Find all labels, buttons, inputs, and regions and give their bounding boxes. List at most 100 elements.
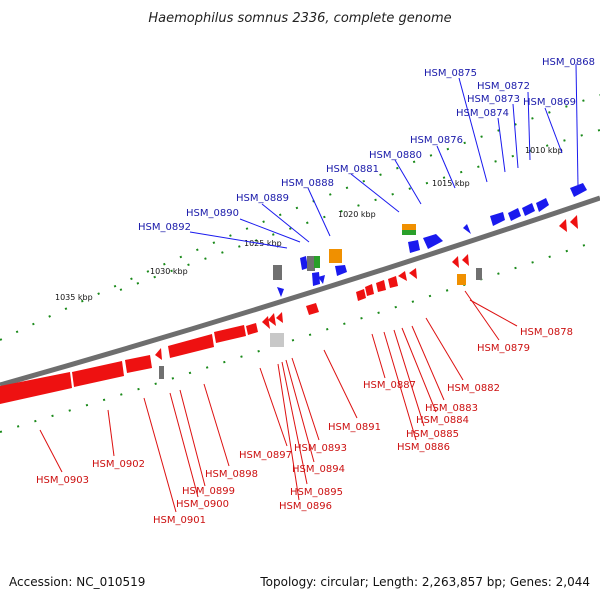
gene-label-hsm0874: HSM_0874 (456, 108, 509, 119)
gene-label-hsm0891: HSM_0891 (328, 422, 381, 433)
gene-arrow-hsm0873 (508, 208, 521, 221)
gene-arrow-far-1 (559, 219, 567, 232)
gene-label-hsm0896: HSM_0896 (279, 501, 332, 512)
gene-label-hsm0898: HSM_0898 (205, 469, 258, 480)
forward-strand-features (277, 183, 587, 297)
gene-arrow-hsm0889 (318, 275, 325, 284)
gene-arrow-hsm0886 (365, 284, 374, 296)
gene-arrow-hsm0890 (300, 256, 308, 270)
gene-arrow-hsm0875 (463, 224, 471, 234)
gene-arrow-hsm0899 (168, 334, 214, 358)
gene-label-hsm0876: HSM_0876 (410, 135, 463, 146)
gene-arrow-hsm0868 (570, 183, 587, 197)
scale-label-1015: 1015 kbp (432, 179, 470, 188)
gene-label-hsm0881: HSM_0881 (326, 164, 379, 175)
gene-arrow-hsm0884 (388, 276, 398, 288)
accession-text: Accession: NC_010519 (9, 575, 145, 589)
feature-box-gray-5 (270, 333, 284, 347)
gene-arrow-hsm0879 (452, 256, 459, 268)
feature-boxes-reverse (159, 333, 284, 379)
feature-box-orange-1 (329, 249, 342, 263)
tick-track-outer (0, 94, 600, 341)
feature-box-orange-2 (402, 224, 416, 230)
gene-arrow-hsm0883 (398, 271, 407, 281)
gene-label-hsm0895: HSM_0895 (290, 487, 343, 498)
feature-box-gray-2 (307, 256, 315, 271)
scale-label-1030: 1030 kbp (150, 267, 188, 276)
gene-arrow-hsm0894 (276, 312, 283, 323)
gene-label-hsm0888: HSM_0888 (281, 178, 334, 189)
feature-box-gray-3 (476, 268, 482, 280)
genome-summary-text: Topology: circular; Length: 2,263,857 bp… (259, 575, 590, 589)
feature-box-green-1 (314, 256, 320, 268)
scale-label-1020: 1020 kbp (338, 210, 376, 219)
scale-labels: 1010 kbp 1015 kbp 1020 kbp 1025 kbp 1030… (55, 146, 563, 302)
gene-label-hsm0900: HSM_0900 (176, 499, 229, 510)
map-title: Haemophilus somnus 2336, complete genome (148, 11, 451, 26)
feature-box-orange-3 (457, 274, 466, 285)
tick-track-inner-reverse (0, 239, 600, 433)
reverse-gene-labels: HSM_0878 HSM_0879 HSM_0882 HSM_0883 HSM_… (36, 327, 573, 526)
gene-label-hsm0878: HSM_0878 (520, 327, 573, 338)
gene-arrow-hsm0897 (246, 323, 258, 335)
gene-label-hsm0894: HSM_0894 (292, 464, 345, 475)
gene-arrow-hsm0896 (262, 316, 270, 329)
gene-label-hsm0889: HSM_0889 (236, 193, 289, 204)
gene-arrow-hsm0876 (423, 234, 443, 249)
gene-label-hsm0868: HSM_0868 (542, 57, 595, 68)
gene-label-hsm0869: HSM_0869 (523, 97, 576, 108)
gene-label-hsm0892: HSM_0892 (138, 222, 191, 233)
gene-label-hsm0882: HSM_0882 (447, 383, 500, 394)
gene-arrow-hsm0892 (277, 287, 284, 297)
gene-label-hsm0890: HSM_0890 (186, 208, 239, 219)
gene-arrow-hsm0869 (536, 198, 549, 212)
gene-label-hsm0903: HSM_0903 (36, 475, 89, 486)
gene-arrow-hsm0872 (522, 203, 535, 216)
gene-label-hsm0879: HSM_0879 (477, 343, 530, 354)
gene-arrow-hsm0882 (409, 268, 417, 279)
gene-arrow-hsm0887 (356, 289, 366, 301)
gene-arrow-hsm0903 (0, 372, 72, 404)
gene-label-hsm0902: HSM_0902 (92, 459, 145, 470)
reverse-strand-features (0, 215, 578, 404)
leader-lines-reverse (39, 290, 518, 513)
feature-box-gray-4 (159, 366, 164, 379)
feature-boxes-forward (273, 224, 482, 285)
gene-label-hsm0880: HSM_0880 (369, 150, 422, 161)
gene-arrow-hsm0901 (125, 355, 152, 373)
gene-label-hsm0884: HSM_0884 (416, 415, 469, 426)
gene-label-hsm0887: HSM_0887 (363, 380, 416, 391)
scale-label-1035: 1035 kbp (55, 293, 93, 302)
gene-label-hsm0885: HSM_0885 (406, 429, 459, 440)
gene-label-hsm0873: HSM_0873 (467, 94, 520, 105)
forward-gene-labels: HSM_0868 HSM_0869 HSM_0872 HSM_0873 HSM_… (138, 57, 595, 233)
gene-arrow-hsm0881 (335, 265, 347, 276)
genome-backbone (0, 195, 600, 388)
gene-arrow-hsm0898 (214, 325, 246, 343)
gene-arrow-far-2 (570, 215, 578, 229)
gene-arrow-hsm0878 (462, 254, 469, 266)
gene-arrow-hsm0900 (155, 348, 162, 360)
gene-label-hsm0875: HSM_0875 (424, 68, 477, 79)
gene-label-hsm0901: HSM_0901 (153, 515, 206, 526)
gene-arrow-hsm0888 (312, 272, 320, 286)
gene-arrow-hsm0874 (490, 212, 505, 226)
gene-label-hsm0899: HSM_0899 (182, 486, 235, 497)
feature-box-gray-1 (273, 265, 282, 280)
gene-arrow-hsm0885 (376, 280, 386, 292)
gene-arrow-hsm0880 (408, 240, 420, 253)
gene-label-hsm0883: HSM_0883 (425, 403, 478, 414)
leader-lines-forward (189, 63, 579, 249)
gene-label-hsm0872: HSM_0872 (477, 81, 530, 92)
gene-label-hsm0893: HSM_0893 (294, 443, 347, 454)
gene-arrow-hsm0902 (72, 361, 124, 387)
gene-label-hsm0886: HSM_0886 (397, 442, 450, 453)
scale-label-1010: 1010 kbp (525, 146, 563, 155)
scale-label-1025: 1025 kbp (244, 239, 282, 248)
gene-arrow-hsm0891 (306, 303, 319, 315)
gene-arrow-hsm0895 (268, 313, 276, 326)
gene-label-hsm0897: HSM_0897 (239, 450, 292, 461)
feature-box-green-2 (402, 230, 416, 235)
